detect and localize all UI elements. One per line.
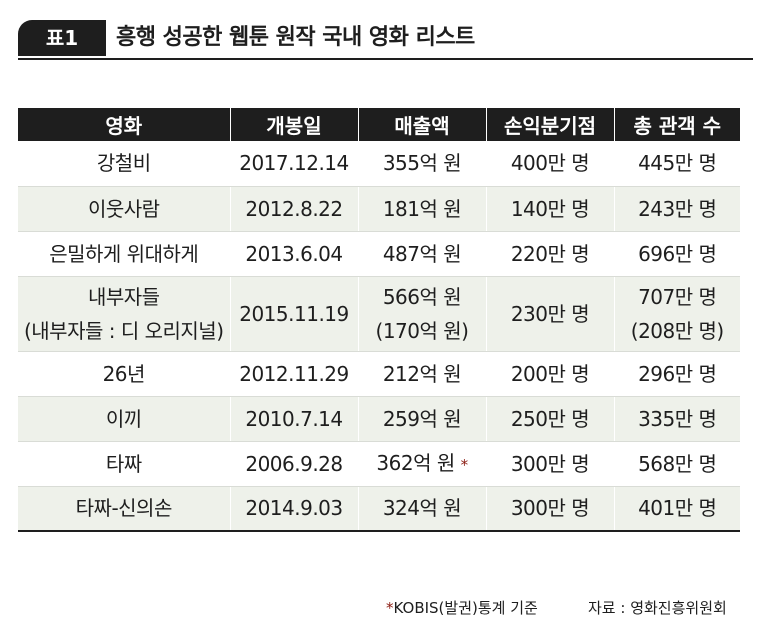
table-number-badge: 표1 <box>18 20 106 56</box>
table-row: 강철비 2017.12.14 355억 원 400만 명 445만 명 <box>18 141 740 187</box>
cell-breakeven: 400만 명 <box>485 141 614 187</box>
header-revenue: 매출액 <box>357 108 486 141</box>
cell-breakeven: 230만 명 <box>485 276 614 352</box>
cell-breakeven: 250만 명 <box>485 396 614 442</box>
header-film: 영화 <box>18 108 230 141</box>
cell-revenue: 259억 원 <box>357 396 486 442</box>
header-audience: 총 관객 수 <box>613 108 740 141</box>
table-row: 타짜-신의손 2014.9.03 324억 원 300만 명 401만 명 <box>18 486 740 532</box>
footnote-star-icon: * <box>460 455 469 474</box>
cell-film: 26년 <box>18 351 230 397</box>
cell-release: 2015.11.19 <box>229 276 358 352</box>
cell-breakeven: 300만 명 <box>485 441 614 487</box>
cell-film: 내부자들 (내부자들 : 디 오리지널) <box>18 276 230 352</box>
title-divider <box>18 58 753 60</box>
cell-revenue: 324억 원 <box>357 486 486 532</box>
cell-film: 타짜-신의손 <box>18 486 230 532</box>
table-row: 타짜 2006.9.28 362억 원 * 300만 명 568만 명 <box>18 441 740 487</box>
cell-release: 2017.12.14 <box>229 141 358 187</box>
source-credit: 자료 : 영화진흥위원회 <box>588 599 727 617</box>
cell-revenue: 212억 원 <box>357 351 486 397</box>
cell-audience: 445만 명 <box>613 141 740 187</box>
cell-film-main: 내부자들 <box>87 284 160 309</box>
cell-audience: 243만 명 <box>613 186 740 232</box>
cell-revenue: 362억 원 * <box>357 441 486 487</box>
cell-breakeven: 300만 명 <box>485 486 614 532</box>
cell-release: 2012.11.29 <box>229 351 358 397</box>
cell-revenue: 566억 원 (170억 원) <box>357 276 486 352</box>
cell-audience-main: 707만 명 <box>638 284 717 309</box>
table-header-row: 영화 개봉일 매출액 손익분기점 총 관객 수 <box>18 108 740 141</box>
cell-release: 2013.6.04 <box>229 231 358 277</box>
cell-breakeven: 140만 명 <box>485 186 614 232</box>
footnote-text: KOBIS(발권)통계 기준 <box>393 599 538 617</box>
cell-audience: 335만 명 <box>613 396 740 442</box>
cell-breakeven: 220만 명 <box>485 231 614 277</box>
movie-table: 영화 개봉일 매출액 손익분기점 총 관객 수 강철비 2017.12.14 3… <box>18 108 740 532</box>
header-breakeven: 손익분기점 <box>485 108 614 141</box>
cell-release: 2014.9.03 <box>229 486 358 532</box>
cell-revenue: 487억 원 <box>357 231 486 277</box>
cell-audience-sub: (208만 명) <box>630 318 724 343</box>
cell-audience: 296만 명 <box>613 351 740 397</box>
cell-film: 타짜 <box>18 441 230 487</box>
cell-audience: 401만 명 <box>613 486 740 532</box>
cell-release: 2012.8.22 <box>229 186 358 232</box>
cell-audience: 568만 명 <box>613 441 740 487</box>
table-row: 이끼 2010.7.14 259억 원 250만 명 335만 명 <box>18 396 740 442</box>
cell-film: 은밀하게 위대하게 <box>18 231 230 277</box>
table-row: 은밀하게 위대하게 2013.6.04 487억 원 220만 명 696만 명 <box>18 231 740 277</box>
cell-release: 2006.9.28 <box>229 441 358 487</box>
footnote-star-icon: * <box>386 599 394 617</box>
cell-film: 강철비 <box>18 141 230 187</box>
page-title: 흥행 성공한 웹툰 원작 국내 영화 리스트 <box>116 25 475 50</box>
title-bar: 표1 흥행 성공한 웹툰 원작 국내 영화 리스트 <box>18 20 753 60</box>
cell-film: 이끼 <box>18 396 230 442</box>
cell-revenue-sub: (170억 원) <box>375 318 469 343</box>
cell-audience: 696만 명 <box>613 231 740 277</box>
table-row: 내부자들 (내부자들 : 디 오리지널) 2015.11.19 566억 원 (… <box>18 276 740 352</box>
cell-revenue-main: 566억 원 <box>382 284 462 309</box>
table-row: 26년 2012.11.29 212억 원 200만 명 296만 명 <box>18 351 740 397</box>
footnote: *KOBIS(발권)통계 기준 <box>386 597 538 618</box>
cell-release: 2010.7.14 <box>229 396 358 442</box>
cell-revenue: 355억 원 <box>357 141 486 187</box>
cell-revenue: 181억 원 <box>357 186 486 232</box>
header-release: 개봉일 <box>229 108 358 141</box>
table-row: 이웃사람 2012.8.22 181억 원 140만 명 243만 명 <box>18 186 740 232</box>
cell-revenue-value: 362억 원 <box>376 450 455 475</box>
cell-audience: 707만 명 (208만 명) <box>613 276 740 352</box>
cell-film: 이웃사람 <box>18 186 230 232</box>
cell-film-sub: (내부자들 : 디 오리지널) <box>23 318 224 343</box>
cell-breakeven: 200만 명 <box>485 351 614 397</box>
